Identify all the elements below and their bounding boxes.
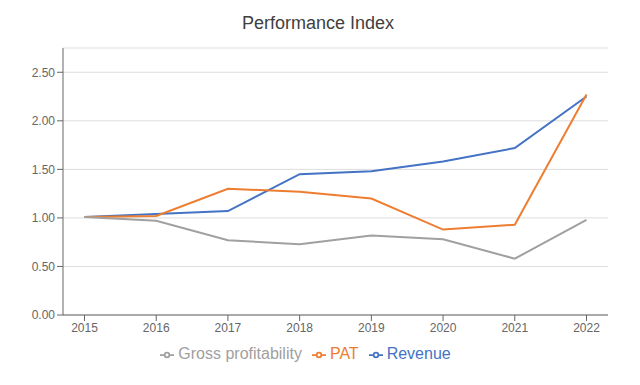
svg-text:2.00: 2.00 — [32, 114, 56, 128]
svg-text:2021: 2021 — [501, 321, 528, 335]
html-text:Revenue: Revenue — [386, 345, 451, 362]
svg-text:2022: 2022 — [573, 321, 600, 335]
svg-text:1.00: 1.00 — [32, 211, 56, 225]
svg-text:0.50: 0.50 — [32, 260, 56, 274]
svg-text:1.50: 1.50 — [32, 163, 56, 177]
html-text:Gross profitability: Gross profitability — [178, 345, 302, 362]
svg-text:2016: 2016 — [143, 321, 170, 335]
svg-text:2018: 2018 — [286, 321, 313, 335]
svg-text:2017: 2017 — [215, 321, 242, 335]
svg-text:2019: 2019 — [358, 321, 385, 335]
html-text:PAT: PAT — [329, 345, 359, 362]
svg-text:2.50: 2.50 — [32, 66, 56, 80]
html-text:Performance Index: Performance Index — [242, 13, 394, 33]
svg-text:2015: 2015 — [71, 321, 98, 335]
svg-text:0.00: 0.00 — [32, 308, 56, 322]
svg-text:2020: 2020 — [430, 321, 457, 335]
